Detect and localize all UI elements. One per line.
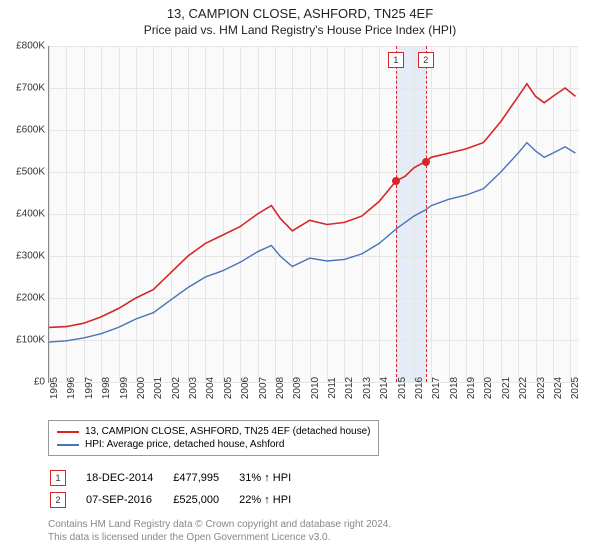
- chart-lines: [49, 46, 579, 382]
- legend-row: 13, CAMPION CLOSE, ASHFORD, TN25 4EF (de…: [57, 425, 370, 438]
- y-axis-tick-label: £800K: [5, 41, 45, 52]
- sale-row-marker: 1: [50, 470, 66, 486]
- sale-marker-box: 1: [388, 52, 404, 68]
- legend-label: HPI: Average price, detached house, Ashf…: [85, 439, 284, 450]
- y-axis-tick-label: £400K: [5, 209, 45, 220]
- table-row: 1 18-DEC-2014£477,99531% ↑ HPI: [50, 468, 309, 488]
- sale-delta: 22% ↑ HPI: [239, 490, 309, 510]
- sale-price: £525,000: [173, 490, 237, 510]
- y-axis-tick-label: £500K: [5, 167, 45, 178]
- y-axis-tick-label: £200K: [5, 293, 45, 304]
- footer-line-1: Contains HM Land Registry data © Crown c…: [48, 518, 391, 531]
- legend-swatch: [57, 444, 79, 446]
- footer-line-2: This data is licensed under the Open Gov…: [48, 531, 391, 544]
- chart-plot-area: £0£100K£200K£300K£400K£500K£600K£700K£80…: [48, 46, 579, 383]
- sale-delta: 31% ↑ HPI: [239, 468, 309, 488]
- sale-marker-line: [426, 46, 427, 382]
- sale-marker-line: [396, 46, 397, 382]
- series-line-hpi: [49, 143, 576, 343]
- series-line-price: [49, 84, 576, 328]
- legend-swatch: [57, 431, 79, 433]
- sale-date: 07-SEP-2016: [86, 490, 171, 510]
- sale-price: £477,995: [173, 468, 237, 488]
- chart-title: 13, CAMPION CLOSE, ASHFORD, TN25 4EF: [0, 0, 600, 21]
- y-axis-tick-label: £100K: [5, 335, 45, 346]
- sale-marker-dot: [422, 158, 430, 166]
- legend-row: HPI: Average price, detached house, Ashf…: [57, 438, 370, 451]
- sale-date: 18-DEC-2014: [86, 468, 171, 488]
- sales-table: 1 18-DEC-2014£477,99531% ↑ HPI 2 07-SEP-201…: [48, 466, 311, 512]
- table-row: 2 07-SEP-2016£525,00022% ↑ HPI: [50, 490, 309, 510]
- sale-marker-dot: [392, 177, 400, 185]
- footer-attribution: Contains HM Land Registry data © Crown c…: [48, 518, 391, 544]
- sale-marker-box: 2: [418, 52, 434, 68]
- legend-box: 13, CAMPION CLOSE, ASHFORD, TN25 4EF (de…: [48, 420, 379, 456]
- legend-label: 13, CAMPION CLOSE, ASHFORD, TN25 4EF (de…: [85, 426, 370, 437]
- chart-subtitle: Price paid vs. HM Land Registry's House …: [0, 21, 600, 37]
- y-axis-tick-label: £300K: [5, 251, 45, 262]
- y-axis-tick-label: £700K: [5, 83, 45, 94]
- sale-row-marker: 2: [50, 492, 66, 508]
- y-axis-tick-label: £0: [5, 377, 45, 388]
- y-axis-tick-label: £600K: [5, 125, 45, 136]
